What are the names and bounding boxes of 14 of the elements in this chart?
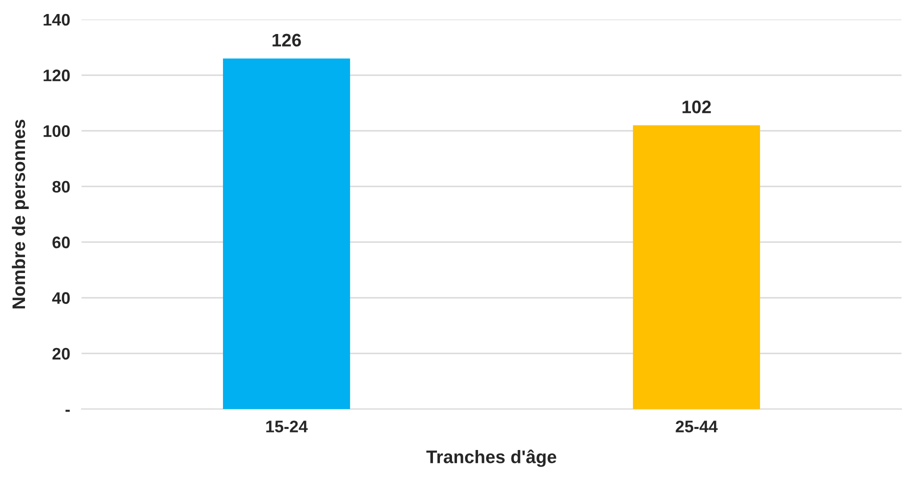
data-label: 126 <box>272 34 301 47</box>
y-tick-label: 100 <box>44 125 70 137</box>
y-tick-label: 80 <box>52 180 70 193</box>
y-tick-label: 140 <box>44 14 70 26</box>
y-axis-title: Nombre de personnes <box>12 120 29 308</box>
x-tick-label: 25-44 <box>676 420 718 432</box>
y-tick-label: 20 <box>52 348 70 360</box>
data-label: 102 <box>682 100 711 114</box>
x-tick-label: 15-24 <box>266 420 308 432</box>
x-axis-title: Tranches d'âge <box>426 450 556 467</box>
y-tick-label: 40 <box>52 292 70 304</box>
y-tick-label: 60 <box>52 236 70 248</box>
y-tick-label: - <box>66 410 70 412</box>
y-tick-label: 120 <box>44 70 70 82</box>
